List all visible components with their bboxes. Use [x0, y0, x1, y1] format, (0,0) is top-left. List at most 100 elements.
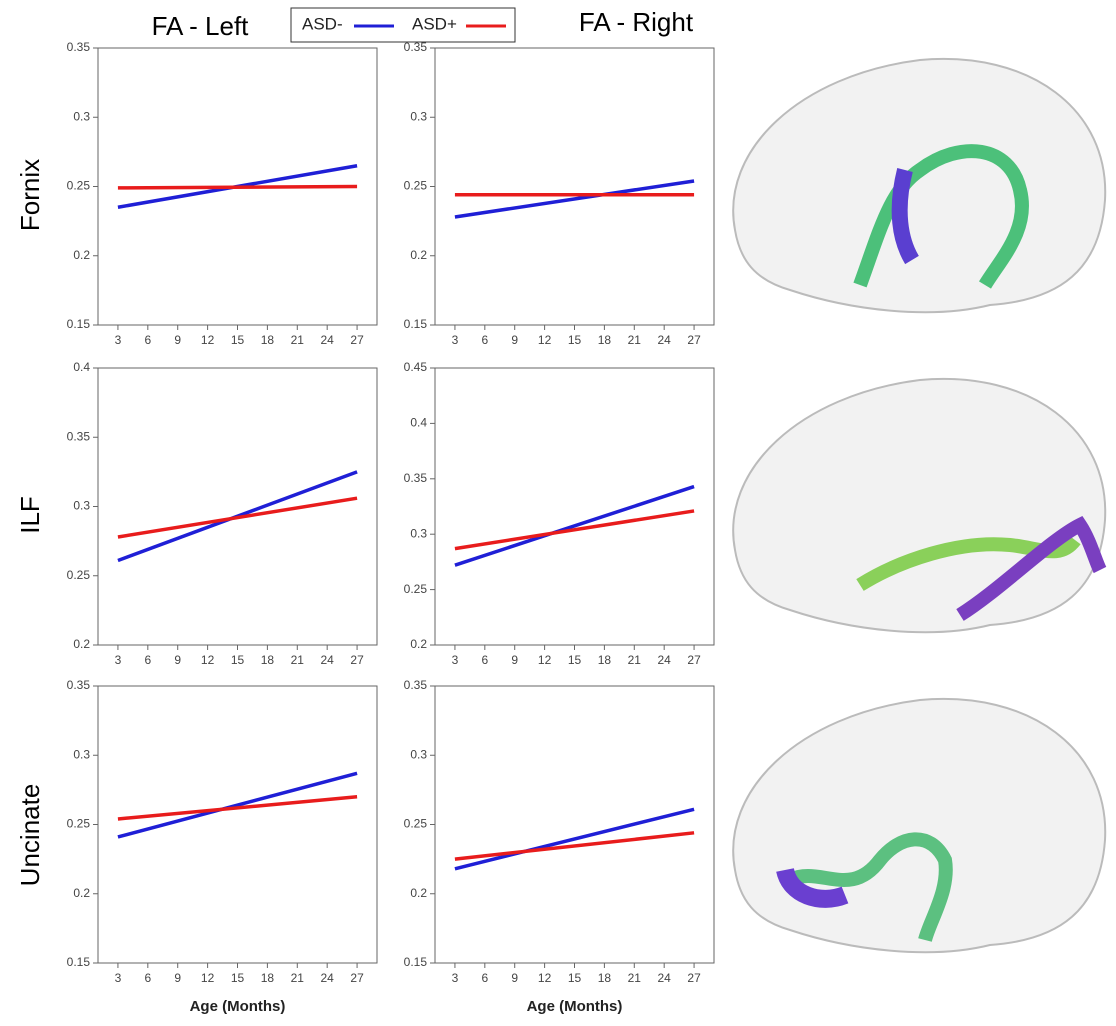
x-tick-label: 12 — [538, 653, 552, 667]
x-axis-label: Age (Months) — [190, 998, 286, 1015]
trend-line — [454, 484, 695, 567]
x-tick-label: 24 — [657, 333, 671, 347]
y-tick-label: 0.25 — [67, 568, 91, 582]
row-label: ILF — [15, 496, 45, 534]
y-tick-label: 0.2 — [73, 637, 90, 651]
y-tick-label: 0.4 — [73, 360, 90, 374]
y-tick-label: 0.3 — [410, 526, 427, 540]
x-tick-label: 21 — [291, 653, 305, 667]
legend: ASD- ASD+ — [290, 7, 516, 43]
y-tick-label: 0.25 — [404, 582, 428, 596]
x-tick-label: 27 — [687, 333, 701, 347]
x-tick-label: 3 — [115, 971, 122, 985]
x-tick-label: 15 — [568, 333, 582, 347]
x-tick-label: 18 — [598, 653, 612, 667]
x-tick-label: 24 — [657, 653, 671, 667]
column-title: FA - Right — [579, 7, 694, 37]
x-tick-label: 9 — [174, 971, 181, 985]
x-axis-label: Age (Months) — [527, 998, 623, 1015]
x-tick-label: 6 — [144, 971, 151, 985]
x-tick-label: 9 — [511, 653, 518, 667]
brain-illustrations — [732, 57, 1107, 954]
x-tick-label: 21 — [291, 333, 305, 347]
x-tick-label: 6 — [481, 653, 488, 667]
x-tick-label: 27 — [350, 333, 364, 347]
y-tick-label: 0.25 — [67, 179, 91, 193]
x-tick-label: 12 — [201, 653, 215, 667]
x-tick-label: 18 — [598, 971, 612, 985]
x-tick-label: 15 — [231, 653, 245, 667]
x-tick-label: 24 — [320, 653, 334, 667]
x-tick-label: 15 — [231, 971, 245, 985]
y-tick-label: 0.3 — [73, 747, 90, 761]
x-tick-label: 27 — [350, 653, 364, 667]
x-tick-label: 24 — [320, 333, 334, 347]
x-tick-label: 18 — [261, 333, 275, 347]
x-tick-label: 15 — [568, 653, 582, 667]
x-tick-label: 12 — [201, 971, 215, 985]
x-tick-label: 18 — [261, 653, 275, 667]
x-tick-label: 3 — [452, 971, 459, 985]
x-tick-label: 21 — [628, 653, 642, 667]
y-tick-label: 0.2 — [73, 248, 90, 262]
y-tick-label: 0.2 — [410, 886, 427, 900]
trend-line — [454, 831, 695, 861]
x-tick-label: 15 — [231, 333, 245, 347]
row-label: Fornix — [15, 159, 45, 231]
trend-line — [117, 795, 358, 821]
x-tick-label: 9 — [174, 653, 181, 667]
y-tick-label: 0.35 — [404, 40, 428, 54]
x-tick-label: 27 — [687, 971, 701, 985]
x-tick-label: 3 — [115, 653, 122, 667]
y-tick-label: 0.3 — [73, 499, 90, 513]
x-tick-label: 18 — [261, 971, 275, 985]
x-tick-label: 3 — [452, 653, 459, 667]
x-tick-label: 21 — [628, 333, 642, 347]
brain-fornix — [732, 57, 1107, 314]
y-tick-label: 0.15 — [67, 317, 91, 331]
y-tick-label: 0.35 — [404, 471, 428, 485]
x-tick-label: 21 — [628, 971, 642, 985]
x-tick-label: 24 — [320, 971, 334, 985]
y-tick-label: 0.35 — [404, 678, 428, 692]
y-tick-label: 0.2 — [73, 886, 90, 900]
x-tick-label: 9 — [511, 333, 518, 347]
plot-frame — [434, 367, 715, 646]
x-tick-label: 12 — [201, 333, 215, 347]
plot-frame — [434, 47, 715, 326]
x-tick-label: 12 — [538, 333, 552, 347]
plot-frame — [97, 367, 378, 646]
y-tick-label: 0.25 — [404, 179, 428, 193]
x-tick-label: 12 — [538, 971, 552, 985]
y-tick-label: 0.15 — [404, 955, 428, 969]
y-tick-label: 0.15 — [67, 955, 91, 969]
x-tick-label: 6 — [144, 653, 151, 667]
x-tick-label: 9 — [174, 333, 181, 347]
row-label: Uncinate — [15, 784, 45, 887]
y-tick-label: 0.25 — [404, 817, 428, 831]
x-tick-label: 9 — [511, 971, 518, 985]
y-tick-label: 0.35 — [67, 429, 91, 443]
y-tick-label: 0.45 — [404, 360, 428, 374]
y-tick-label: 0.25 — [67, 817, 91, 831]
plot-frame — [434, 685, 715, 964]
x-tick-label: 21 — [291, 971, 305, 985]
y-tick-label: 0.35 — [67, 40, 91, 54]
x-tick-label: 24 — [657, 971, 671, 985]
x-tick-label: 3 — [452, 333, 459, 347]
trend-line — [454, 807, 695, 871]
y-tick-label: 0.3 — [410, 109, 427, 123]
x-tick-label: 6 — [481, 971, 488, 985]
y-tick-label: 0.35 — [67, 678, 91, 692]
trend-line — [117, 184, 358, 190]
legend-label: ASD+ — [412, 14, 457, 33]
y-tick-label: 0.4 — [410, 416, 427, 430]
x-tick-label: 27 — [687, 653, 701, 667]
x-tick-label: 3 — [115, 333, 122, 347]
legend-label: ASD- — [302, 14, 343, 33]
trend-line — [117, 771, 358, 839]
x-tick-label: 6 — [481, 333, 488, 347]
column-title: FA - Left — [152, 11, 250, 41]
